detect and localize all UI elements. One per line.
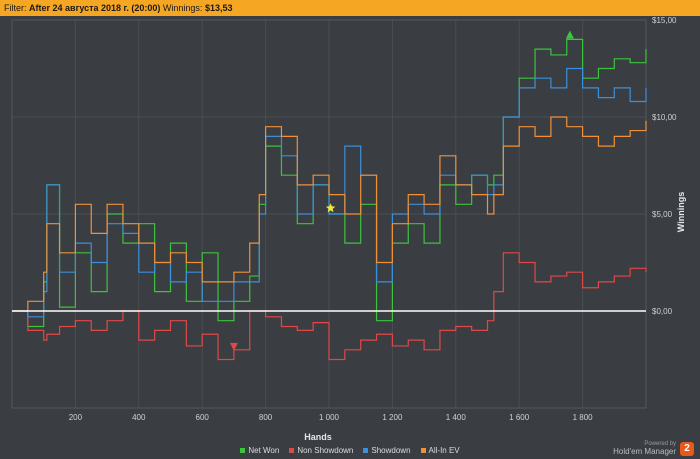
axes: 200 400 600 800 1 000 1 200 1 400 1 600 1 800 $0,…	[69, 16, 677, 422]
y-tick-label: $0,00	[652, 307, 673, 316]
x-tick-label: 400	[132, 413, 146, 422]
x-tick-label: 800	[259, 413, 273, 422]
markers	[229, 30, 574, 351]
legend-swatch	[363, 447, 369, 453]
x-tick-label: 1 800	[573, 413, 594, 422]
legend-swatch	[420, 447, 426, 453]
filter-value: After 24 августа 2018 г. (20:00)	[29, 3, 161, 13]
series-lines	[12, 38, 647, 361]
series-line-all-in-ev	[12, 116, 647, 312]
winnings-chart[interactable]: 200 400 600 800 1 000 1 200 1 400 1 600 1 800 $0,…	[0, 16, 700, 444]
current-marker	[325, 203, 336, 213]
x-axis-label: Hands	[304, 432, 332, 442]
plot-frame	[11, 19, 647, 409]
legend-label: Net Won	[248, 445, 280, 455]
y-tick-label: $10,00	[652, 113, 677, 122]
filter-prefix: Filter:	[4, 3, 27, 13]
legend-item[interactable]: Showdown	[363, 444, 411, 456]
x-tick-label: 1 600	[509, 413, 530, 422]
brand-powered: Powered by	[644, 441, 676, 447]
y-axis-label: Winnings	[676, 192, 686, 232]
legend-swatch	[289, 447, 295, 453]
x-tick-label: 1 200	[382, 413, 403, 422]
y-tick-label: $15,00	[652, 16, 677, 25]
hem2-logo-icon: 2	[680, 441, 694, 456]
legend-item[interactable]: Non Showdown	[289, 444, 353, 456]
y-tick-label: $5,00	[652, 210, 673, 219]
winnings-label: Winnings:	[162, 3, 203, 13]
x-tick-label: 200	[69, 413, 83, 422]
legend-label: All-In EV	[428, 445, 460, 455]
legend-label: Showdown	[371, 445, 411, 455]
brand: Powered by Hold'em Manager 2	[613, 441, 694, 456]
x-tick-label: 600	[196, 413, 210, 422]
legend: Net Won Non Showdown Showdown All-In EV	[0, 444, 700, 456]
brand-name: Hold'em Manager	[613, 447, 676, 456]
legend-swatch	[240, 447, 246, 453]
series-line-non-showdown	[12, 252, 647, 361]
max-marker	[565, 30, 574, 39]
x-tick-label: 1 400	[446, 413, 467, 422]
winnings-value: $13,53	[204, 3, 233, 13]
min-marker	[229, 342, 238, 351]
x-tick-label: 1 000	[319, 413, 340, 422]
legend-item[interactable]: All-In EV	[420, 444, 460, 456]
filter-bar[interactable]: Filter: After 24 августа 2018 г. (20:00)…	[0, 0, 700, 16]
legend-item[interactable]: Net Won	[240, 444, 279, 456]
legend-label: Non Showdown	[297, 445, 354, 455]
